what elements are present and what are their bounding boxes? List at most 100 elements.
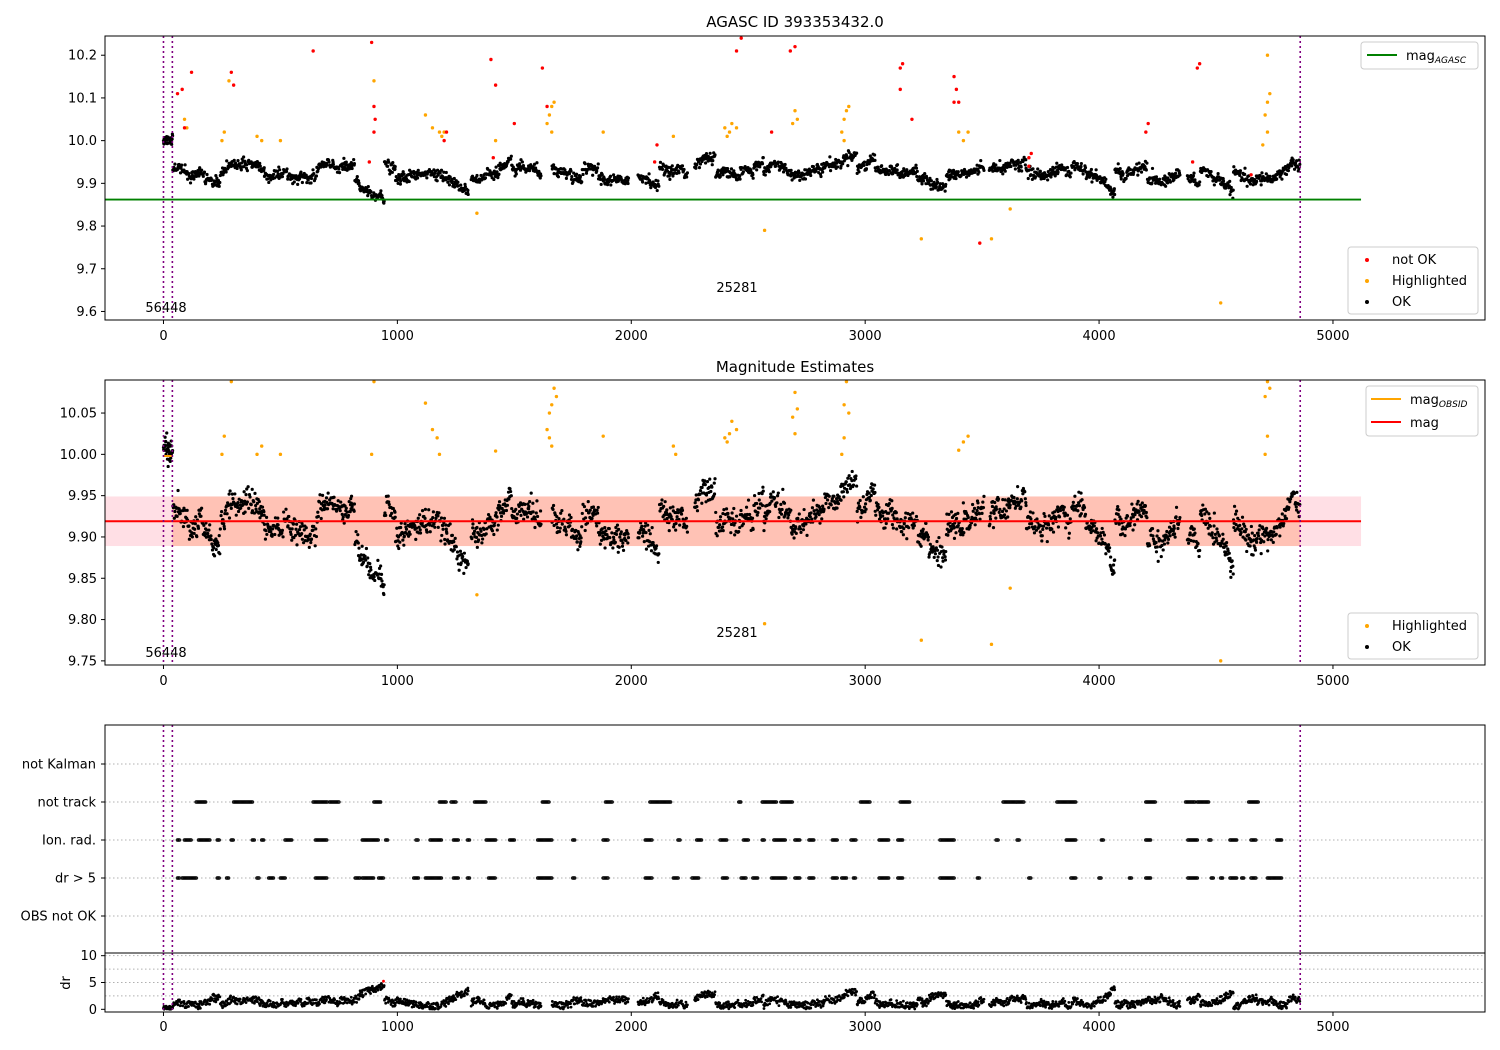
ok-point <box>1130 502 1134 506</box>
ok-point <box>764 517 768 521</box>
point-highlighted <box>1265 100 1270 104</box>
ok-point <box>1255 540 1259 544</box>
point-highlighted <box>734 427 739 432</box>
ok-point <box>387 502 391 507</box>
ok-point <box>1038 169 1042 173</box>
ok-point <box>374 193 378 197</box>
ok-point <box>794 525 798 529</box>
ok-point <box>1256 534 1261 538</box>
point-highlighted <box>278 452 283 457</box>
ok-point <box>504 508 509 513</box>
ok-point <box>895 527 899 531</box>
point-highlighted <box>423 113 428 117</box>
ok-point <box>462 571 466 575</box>
ok-point <box>550 167 554 171</box>
ok-point <box>570 174 574 179</box>
ok-point <box>277 165 281 169</box>
ok-point <box>444 523 448 527</box>
ok-point <box>337 167 341 171</box>
ok-point <box>320 493 325 498</box>
ok-point <box>685 175 689 179</box>
ok-point <box>312 172 316 176</box>
ok-point <box>712 492 717 496</box>
ok-point <box>731 517 735 521</box>
ok-point <box>729 167 734 171</box>
point-not-ok <box>898 66 902 70</box>
ok-point <box>1209 170 1213 174</box>
panel1-annotation-agasc: 25281 <box>716 281 757 296</box>
ok-point <box>579 536 583 540</box>
ok-point <box>327 160 331 164</box>
ok-point <box>980 511 984 515</box>
ok-point <box>1104 177 1108 181</box>
ok-point <box>703 483 707 487</box>
ok-point <box>332 495 336 499</box>
ok-point <box>1073 494 1077 498</box>
ok-point <box>1154 175 1159 179</box>
ok-point <box>757 491 761 496</box>
ok-point <box>1113 192 1117 197</box>
ok-point <box>855 509 859 513</box>
ok-point <box>413 523 417 528</box>
ok-point <box>1055 161 1059 165</box>
ok-point <box>603 546 607 550</box>
ok-point <box>811 498 816 502</box>
point-not-ok <box>739 36 743 40</box>
ok-point <box>682 167 686 172</box>
point-highlighted <box>844 109 849 113</box>
ok-point <box>1027 168 1031 172</box>
x-tick-label: 2000 <box>615 674 648 689</box>
ok-point <box>905 168 909 172</box>
point-highlighted <box>727 130 732 134</box>
ok-point <box>914 166 919 170</box>
ok-point <box>739 508 743 513</box>
ok-point <box>357 546 361 550</box>
ok-point <box>716 168 720 172</box>
ok-point <box>1062 505 1066 509</box>
ok-point <box>1079 164 1083 169</box>
point-not-ok <box>444 130 449 134</box>
ok-point <box>620 544 625 548</box>
ok-point <box>772 495 777 500</box>
ok-point <box>295 522 299 526</box>
ok-point <box>564 176 569 181</box>
ok-point <box>481 537 485 541</box>
ok-point <box>444 170 448 175</box>
panel2-annotation-obsid: 56448 <box>145 646 186 661</box>
ok-point <box>657 184 661 188</box>
ok-point <box>787 513 791 517</box>
ok-point <box>781 170 786 174</box>
point-highlighted <box>1218 659 1223 663</box>
ok-point <box>1038 530 1042 534</box>
ok-point <box>474 535 479 539</box>
ok-point <box>205 172 209 177</box>
ok-point <box>1125 514 1130 518</box>
ok-point <box>311 528 315 532</box>
point-not-ok <box>788 49 793 53</box>
ok-point <box>416 168 420 172</box>
ok-point <box>670 164 674 168</box>
ok-point <box>249 160 253 164</box>
ok-point <box>884 521 888 526</box>
ok-point <box>1274 532 1278 536</box>
ok-point <box>1075 161 1080 166</box>
ok-point <box>828 155 832 159</box>
ok-point <box>761 489 765 493</box>
ok-point <box>1193 531 1197 535</box>
ok-point <box>924 521 928 525</box>
ok-point <box>480 541 484 545</box>
ok-point <box>431 516 435 520</box>
ok-point <box>281 535 285 539</box>
ok-point <box>649 186 653 190</box>
x-tick-label: 3000 <box>849 329 882 344</box>
ok-point <box>1215 539 1219 543</box>
ok-point <box>535 499 539 503</box>
ok-point <box>331 162 335 167</box>
ok-point <box>792 536 796 540</box>
ok-point <box>644 547 649 551</box>
ok-point <box>956 511 960 516</box>
ok-point <box>265 177 270 181</box>
ok-point <box>761 485 765 489</box>
ok-point <box>1240 515 1245 519</box>
point-not-ok <box>957 100 961 104</box>
